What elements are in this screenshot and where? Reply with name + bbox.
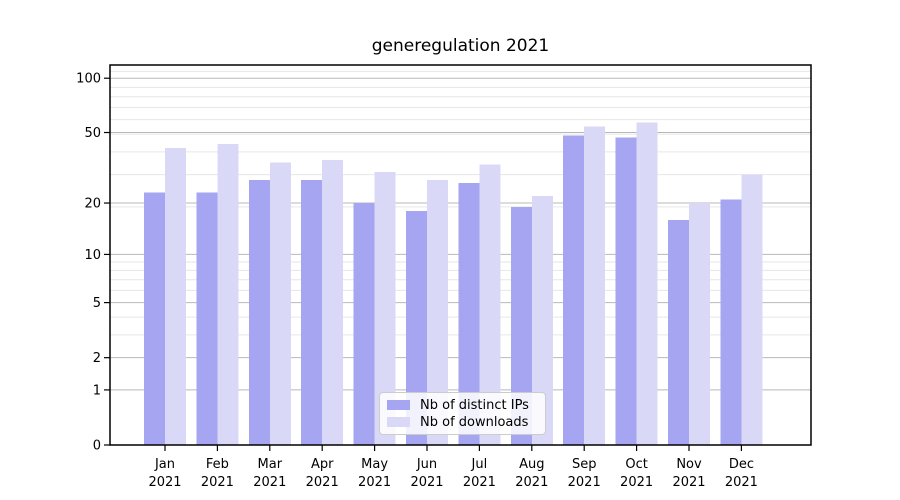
legend-item-downloads: Nb of downloads xyxy=(387,414,537,430)
y-tick-label: 2 xyxy=(93,351,101,366)
bar-downloads-apr xyxy=(322,160,344,445)
x-tick-label: Sep 2021 xyxy=(568,457,601,490)
bar-distinct-ips-mar xyxy=(248,180,270,445)
legend-swatch-downloads xyxy=(387,417,410,427)
legend-label-downloads: Nb of downloads xyxy=(420,414,529,430)
x-tick-label: Aug 2021 xyxy=(515,457,548,490)
bar-downloads-jul xyxy=(479,164,501,445)
y-tick-label: 10 xyxy=(84,248,101,263)
x-tick-label: Dec 2021 xyxy=(725,457,758,490)
bar-distinct-ips-jun xyxy=(406,210,427,445)
legend-swatch-distinct-ips xyxy=(387,400,410,410)
bar-downloads-aug xyxy=(531,195,553,445)
y-tick-label: 100 xyxy=(76,72,101,87)
x-tick-label: Feb 2021 xyxy=(201,457,234,490)
legend-item-distinct-ips: Nb of distinct IPs xyxy=(387,397,537,413)
bar-downloads-jan xyxy=(165,147,186,445)
bar-downloads-mar xyxy=(269,162,291,445)
bar-distinct-ips-aug xyxy=(510,206,532,445)
bar-downloads-may xyxy=(374,172,396,445)
x-tick-label: May 2021 xyxy=(358,457,391,490)
x-tick-label: Nov 2021 xyxy=(672,457,705,490)
bar-downloads-sep xyxy=(584,126,606,446)
bar-distinct-ips-dec xyxy=(720,199,742,445)
y-tick-label: 20 xyxy=(84,197,101,212)
x-tick-label: Oct 2021 xyxy=(620,457,653,490)
y-tick-label: 0 xyxy=(93,439,101,454)
y-tick-label: 50 xyxy=(84,126,101,141)
bar-downloads-oct xyxy=(636,122,658,446)
bar-downloads-nov xyxy=(689,203,710,445)
bar-downloads-jun xyxy=(427,180,448,445)
x-tick-label: Apr 2021 xyxy=(306,457,339,490)
y-tick-label: 5 xyxy=(93,296,101,311)
x-tick-label: Mar 2021 xyxy=(253,457,286,490)
bar-distinct-ips-jan xyxy=(144,192,165,445)
y-tick-label: 1 xyxy=(93,383,101,398)
x-tick-label: Jun 2021 xyxy=(410,457,443,490)
bar-distinct-ips-apr xyxy=(301,180,323,445)
legend: Nb of distinct IPs Nb of downloads xyxy=(379,392,546,435)
bar-distinct-ips-jul xyxy=(458,183,480,445)
legend-label-distinct-ips: Nb of distinct IPs xyxy=(420,397,529,413)
x-tick-label: Jan 2021 xyxy=(148,457,181,490)
bar-distinct-ips-may xyxy=(353,203,375,445)
x-tick-label: Jul 2021 xyxy=(463,457,496,490)
bar-downloads-dec xyxy=(741,174,763,445)
bar-distinct-ips-nov xyxy=(668,219,689,445)
bar-distinct-ips-oct xyxy=(615,137,637,445)
bar-distinct-ips-sep xyxy=(563,135,585,445)
bar-downloads-feb xyxy=(217,144,239,445)
bar-distinct-ips-feb xyxy=(196,192,218,445)
chart-title: generegulation 2021 xyxy=(371,36,550,56)
